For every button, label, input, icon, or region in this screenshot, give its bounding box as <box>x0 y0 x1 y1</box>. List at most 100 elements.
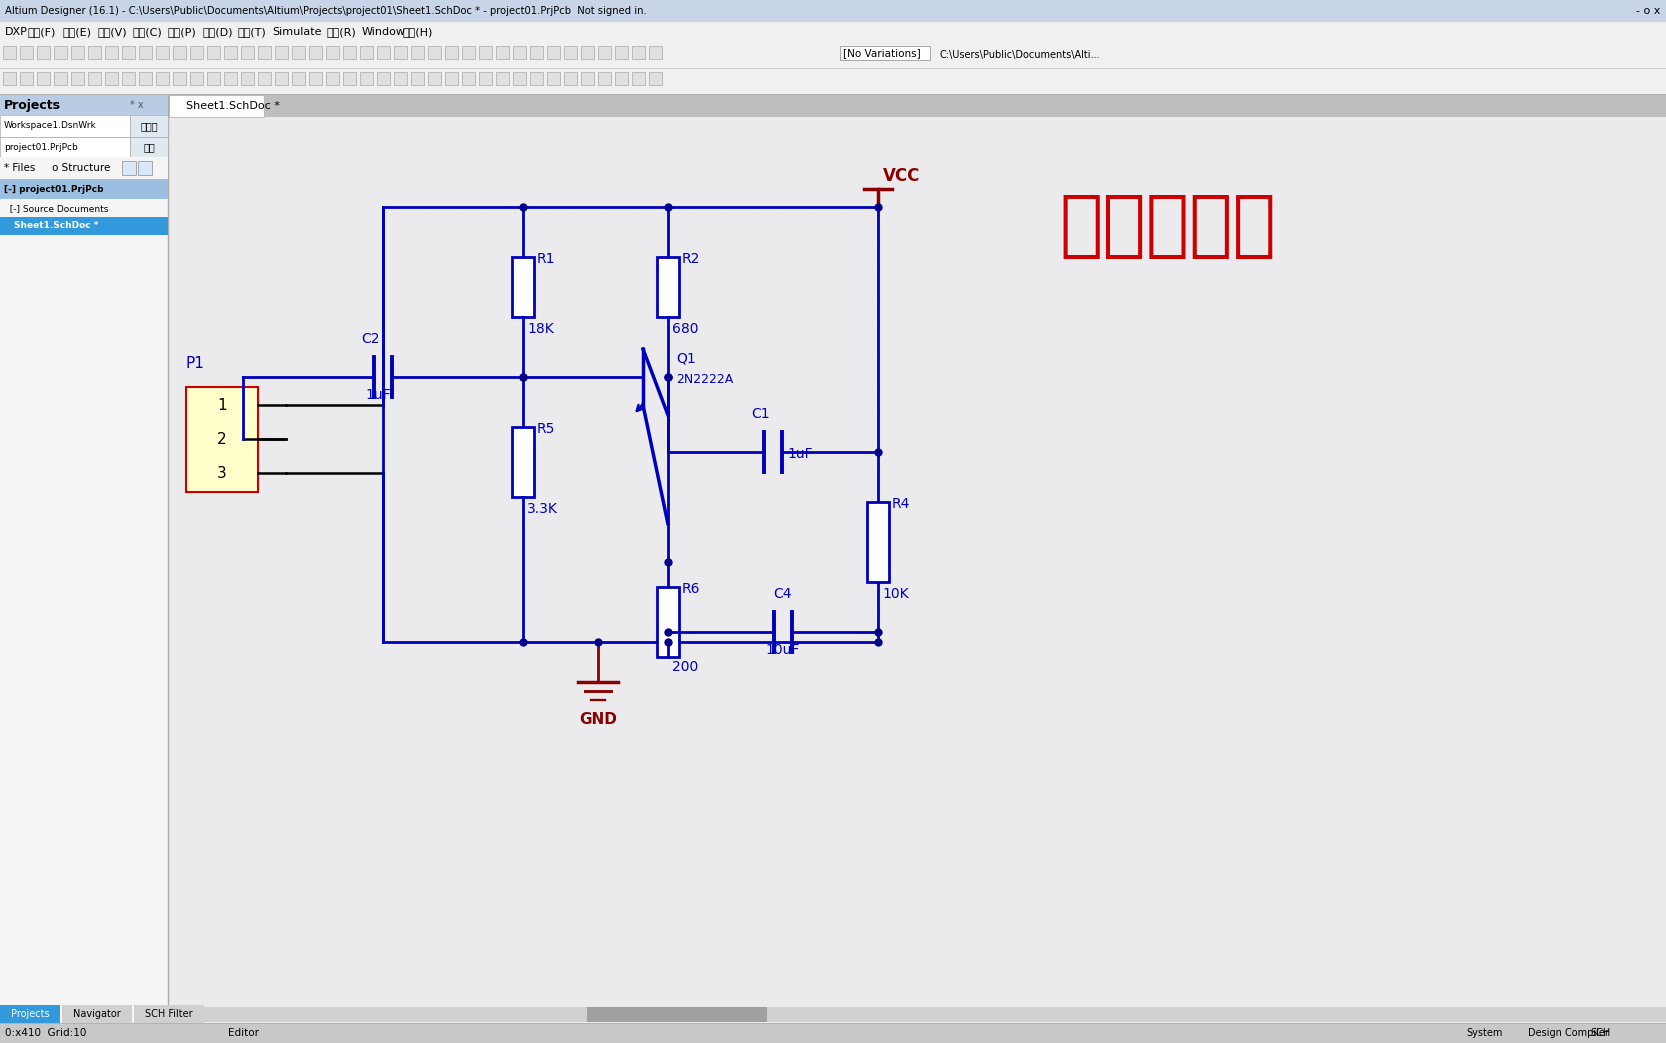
Bar <box>37 46 50 59</box>
Bar <box>656 257 680 317</box>
Bar <box>0 95 168 115</box>
Text: - o x: - o x <box>1636 6 1659 16</box>
Bar <box>513 72 526 84</box>
Bar <box>530 72 543 84</box>
Text: project01.PrjPcb: project01.PrjPcb <box>3 143 78 151</box>
Bar <box>377 46 390 59</box>
Bar <box>168 117 1666 1023</box>
Bar <box>360 46 373 59</box>
Text: * x: * x <box>130 100 143 110</box>
Text: 1uF: 1uF <box>786 447 813 461</box>
Bar <box>20 72 33 84</box>
Text: VCC: VCC <box>883 167 920 185</box>
Text: Altium Designer (16.1) - C:\Users\Public\Documents\Altium\Projects\project01\She: Altium Designer (16.1) - C:\Users\Public… <box>5 6 646 16</box>
Text: 10uF: 10uF <box>765 642 800 657</box>
Text: R2: R2 <box>681 252 700 266</box>
Bar <box>480 46 491 59</box>
Text: P1: P1 <box>187 356 205 371</box>
Bar <box>496 46 510 59</box>
Bar <box>62 1005 132 1023</box>
Bar <box>0 137 130 157</box>
Bar <box>292 72 305 84</box>
Text: 设计(D): 设计(D) <box>203 27 233 37</box>
Text: Workspace1.DsnWrk: Workspace1.DsnWrk <box>3 121 97 130</box>
Bar <box>511 257 535 317</box>
Bar <box>598 46 611 59</box>
Bar <box>0 217 168 235</box>
Bar <box>292 46 305 59</box>
Bar <box>130 137 168 157</box>
Bar <box>0 179 168 199</box>
Bar <box>393 72 407 84</box>
Bar <box>360 72 373 84</box>
Text: Q1: Q1 <box>676 351 696 366</box>
Bar <box>122 161 137 175</box>
Text: Sheet1.SchDoc *: Sheet1.SchDoc * <box>187 101 280 111</box>
Bar <box>0 42 1666 68</box>
Bar <box>20 46 33 59</box>
Bar <box>428 72 441 84</box>
Text: Projects: Projects <box>3 98 62 112</box>
Bar <box>866 502 890 582</box>
Bar <box>223 46 237 59</box>
Bar <box>513 46 526 59</box>
Bar <box>190 72 203 84</box>
Bar <box>3 46 17 59</box>
Text: 小子图作品: 小子图作品 <box>1060 192 1276 261</box>
Bar <box>343 46 357 59</box>
Text: Editor: Editor <box>228 1028 258 1038</box>
Text: 3: 3 <box>217 465 227 481</box>
Text: 放置(P): 放置(P) <box>168 27 197 37</box>
Text: 2: 2 <box>217 432 227 446</box>
Text: o Structure: o Structure <box>52 163 110 173</box>
Bar <box>581 72 595 84</box>
Bar <box>207 46 220 59</box>
Bar <box>343 72 357 84</box>
Text: 18K: 18K <box>526 322 553 336</box>
Bar <box>377 72 390 84</box>
Bar <box>530 46 543 59</box>
Text: R6: R6 <box>681 582 700 596</box>
Text: 10K: 10K <box>881 587 908 601</box>
Bar <box>461 46 475 59</box>
Text: C2: C2 <box>362 332 380 346</box>
Bar <box>242 46 253 59</box>
Text: [-] project01.PrjPcb: [-] project01.PrjPcb <box>3 185 103 194</box>
Bar <box>511 427 535 498</box>
Text: System: System <box>1466 1028 1503 1038</box>
Bar <box>656 587 680 657</box>
Text: Window: Window <box>362 27 405 37</box>
Bar <box>650 72 661 84</box>
Bar <box>615 72 628 84</box>
Text: 0:x410  Grid:10: 0:x410 Grid:10 <box>5 1028 87 1038</box>
Text: C:\Users\Public\Documents\Alti...: C:\Users\Public\Documents\Alti... <box>940 50 1101 60</box>
Bar <box>0 68 1666 94</box>
Bar <box>105 46 118 59</box>
Bar <box>105 72 118 84</box>
Bar <box>122 72 135 84</box>
Bar <box>445 46 458 59</box>
Bar <box>0 115 130 137</box>
Text: 2N2222A: 2N2222A <box>676 373 733 386</box>
Bar <box>72 72 83 84</box>
Bar <box>0 1005 60 1023</box>
Bar <box>37 72 50 84</box>
Bar <box>0 1023 1666 1043</box>
Bar <box>308 46 322 59</box>
Bar <box>258 46 272 59</box>
Bar <box>546 46 560 59</box>
Text: Design Compiler: Design Compiler <box>1528 1028 1609 1038</box>
Bar <box>168 95 263 117</box>
Bar <box>308 72 322 84</box>
Text: 工程: 工程 <box>143 142 155 152</box>
Text: GND: GND <box>580 712 616 727</box>
Text: SCH: SCH <box>1589 1028 1611 1038</box>
Text: DXP: DXP <box>5 27 28 37</box>
Text: R1: R1 <box>536 252 555 266</box>
Text: 帮助(H): 帮助(H) <box>403 27 433 37</box>
Bar <box>242 72 253 84</box>
Bar <box>840 46 930 60</box>
Bar <box>138 72 152 84</box>
Bar <box>631 72 645 84</box>
Bar <box>157 72 168 84</box>
